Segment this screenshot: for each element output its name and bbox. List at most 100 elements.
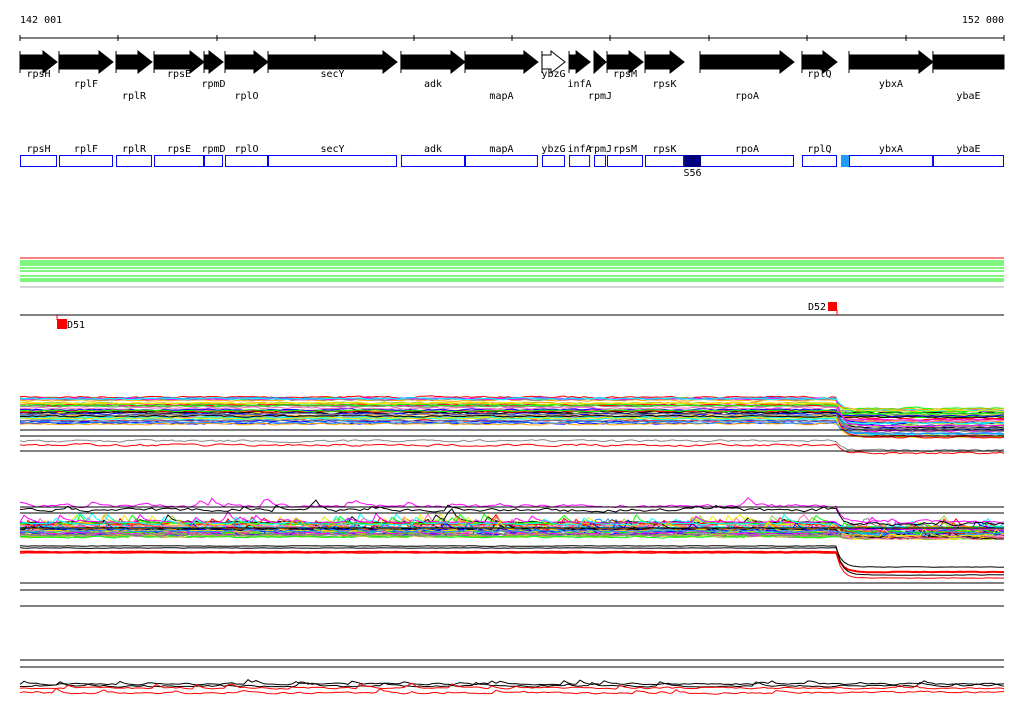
gene-arrow-rpmD [203,49,224,75]
marker-label: D51 [67,320,85,331]
gene-arrow-infA [568,49,591,75]
gene-arrow-track: rpsH rplF rplR rpsE rpmD rplO secY adk mapA ybzGi… [19,49,1005,102]
gene-label-secY: secY [320,69,344,80]
gene-arrow-rpsK [644,49,685,75]
ruler-start-label: 142 001 [20,15,62,26]
gene-label-rpsH: rpsH [26,69,50,80]
gene-label-rpsK: rpsK [652,79,676,90]
track1-series-line [19,406,1004,423]
track1-series-line [19,412,1004,430]
site-box [684,155,701,167]
site-label: S56 [684,168,702,179]
gene-label-infA: infA [568,79,592,90]
gene-label-mapA: mapA [489,91,513,102]
marker-track: D51 D52 [20,302,1004,331]
track1-series-line [19,420,1005,436]
track1-series-line [19,442,1005,455]
gene-box-label-rpmD: rpmD [201,144,225,155]
gene-box-ybzG [541,155,565,167]
track4-series-line [19,687,1005,695]
gene-arrow-rplO [224,49,269,75]
gene-box-label-rplR: rplR [122,144,147,155]
track1-series-line [19,414,1005,424]
coverage-plot-tracks [19,395,1005,695]
gene-box-mapA [465,155,538,167]
gene-box-rpsH [20,155,58,167]
gene-label-rpoA: rpoA [735,91,759,102]
track3-series-line [19,552,1005,579]
gene-box-rplQ [801,155,837,167]
track2-series-line [19,521,1005,538]
gene-arrow-rpmJ [593,49,607,75]
gene-arrow-ybxA [848,49,934,75]
gene-box-rplF [58,155,113,167]
gene-label-rplF: rplF [74,79,98,90]
gene-label-rplR: rplR [122,91,147,102]
track3-series-line [19,545,1005,576]
gene-box-label-ybxA: ybxA [879,144,903,155]
reference-lines-track [20,257,1004,288]
gene-label-rpmJ: rpmJ [588,91,612,102]
gene-arrow-rplQ [801,49,838,75]
gene-box-label-secY: secY [320,144,344,155]
gene-arrow-rpsH [19,49,58,75]
track1-series-line [19,411,1005,429]
track4-series-line [19,679,1005,686]
gene-box-label-ybzG: ybzG [541,144,565,155]
gene-arrow-rpoA [699,49,795,75]
gene-label-ybxA: ybxA [879,79,903,90]
track1-series-line [19,401,1005,413]
gene-box-label-rpsE: rpsE [167,144,191,155]
track1-series-line [19,414,1005,419]
track4-series-line [19,682,1005,690]
gene-label-rplQ: rplQ [807,69,831,80]
gene-arrow-rplF [58,49,114,75]
gene-arrow-rpsE [153,49,205,75]
gene-box-rpmJ [594,155,607,167]
site-box [840,155,850,167]
track3-series-line [19,547,1005,568]
gene-box-label-rpoA: rpoA [735,144,759,155]
gene-box-rpsK [645,155,685,167]
gene-box-label-adk: adk [424,144,442,155]
gene-box-label-rpsH: rpsH [26,144,50,155]
gene-box-rpsE [154,155,205,167]
gene-box-label-rpsK: rpsK [652,144,676,155]
marker-D52 [827,302,837,311]
gene-box-label-rplF: rplF [74,144,98,155]
gene-box-rplO [224,155,268,167]
gene-box-ybxA [849,155,933,167]
track2-series-line [19,497,1005,524]
gene-arrow-mapA [464,49,539,75]
gene-label-rpsE: rpsE [167,69,191,80]
gene-arrow-secY [267,49,398,75]
gene-arrow-rplR [115,49,153,75]
gene-box-adk [400,155,466,167]
gene-box-infA [569,155,591,167]
gene-arrow-rpsM [606,49,644,75]
gene-box-label-rplQ: rplQ [807,144,831,155]
gene-arrow-adk [400,49,466,75]
gene-box-rpsM [607,155,644,167]
track2-series-line [19,520,1005,535]
gene-box-label-ybaE: ybaE [956,144,980,155]
gene-arrow-ybaE [932,54,1005,70]
gene-box-label-rpmJ: rpmJ [588,144,612,155]
track4-series-line [20,681,1005,688]
gene-arrow-ybzG [541,49,566,75]
track1-series-line [19,438,1005,452]
gene-box-label-mapA: mapA [489,144,513,155]
marker-D51 [57,319,68,329]
position-ruler [19,35,1005,41]
gene-label-rplO: rplO [234,91,258,102]
gene-box-rplR [116,155,152,167]
gene-label-rpsM: rpsM [613,69,637,80]
track2-series-line [19,521,1005,535]
gene-box-track: rpsH rplF rplR rpsE rpmD rplO secY adk mapA ybzG i… [20,144,1005,179]
gene-label-ybaE: ybaE [956,91,980,102]
gene-box-label-rplO: rplO [234,144,258,155]
track3-series-line [20,550,1005,574]
gene-box-ybaE [932,155,1005,167]
track2-series-line [19,499,1005,527]
